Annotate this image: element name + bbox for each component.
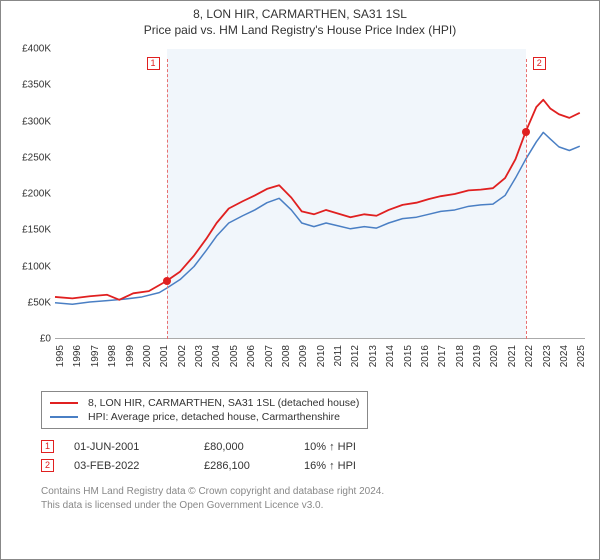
legend-row: HPI: Average price, detached house, Carm… bbox=[50, 410, 359, 424]
x-tick-label: 1998 bbox=[107, 345, 118, 367]
x-tick-label: 2023 bbox=[542, 345, 553, 367]
x-tick-label: 1997 bbox=[90, 345, 101, 367]
line-series-svg bbox=[9, 45, 589, 343]
x-tick-label: 2001 bbox=[159, 345, 170, 367]
sales-table: 1 01-JUN-2001 £80,000 10% ↑ HPI 2 03-FEB-2022… bbox=[41, 437, 591, 475]
x-tick-label: 2011 bbox=[333, 345, 344, 367]
chart-container: 8, LON HIR, CARMARTHEN, SA31 1SL Price p… bbox=[0, 0, 600, 560]
series-property bbox=[55, 100, 580, 300]
marker-vline bbox=[526, 59, 527, 339]
x-tick-label: 2010 bbox=[316, 345, 327, 367]
sales-diff: 10% ↑ HPI bbox=[304, 441, 394, 453]
sales-row: 1 01-JUN-2001 £80,000 10% ↑ HPI bbox=[41, 437, 591, 456]
sales-date: 03-FEB-2022 bbox=[74, 460, 184, 472]
sales-date: 01-JUN-2001 bbox=[74, 441, 184, 453]
sales-marker-box: 1 bbox=[41, 440, 54, 453]
x-tick-label: 2019 bbox=[472, 345, 483, 367]
x-tick-label: 2000 bbox=[142, 345, 153, 367]
marker-vline bbox=[167, 59, 168, 339]
x-tick-label: 2025 bbox=[576, 345, 587, 367]
chart-area: £0£50K£100K£150K£200K£250K£300K£350K£400… bbox=[9, 45, 591, 385]
legend: 8, LON HIR, CARMARTHEN, SA31 1SL (detach… bbox=[41, 391, 368, 429]
x-tick-label: 2007 bbox=[264, 345, 275, 367]
x-tick-label: 2006 bbox=[246, 345, 257, 367]
title-address: 8, LON HIR, CARMARTHEN, SA31 1SL bbox=[9, 7, 591, 21]
x-tick-label: 2017 bbox=[437, 345, 448, 367]
title-subtitle: Price paid vs. HM Land Registry's House … bbox=[9, 23, 591, 37]
series-hpi bbox=[55, 132, 580, 304]
footnote-line1: Contains HM Land Registry data © Crown c… bbox=[41, 485, 591, 499]
x-tick-label: 2005 bbox=[229, 345, 240, 367]
x-tick-label: 2014 bbox=[385, 345, 396, 367]
footnote: Contains HM Land Registry data © Crown c… bbox=[41, 485, 591, 512]
x-tick-label: 1995 bbox=[55, 345, 66, 367]
x-tick-label: 2013 bbox=[368, 345, 379, 367]
sales-diff: 16% ↑ HPI bbox=[304, 460, 394, 472]
marker-label-box: 1 bbox=[147, 57, 160, 70]
x-tick-label: 2004 bbox=[211, 345, 222, 367]
x-tick-label: 2009 bbox=[298, 345, 309, 367]
marker-dot bbox=[163, 277, 171, 285]
legend-text: 8, LON HIR, CARMARTHEN, SA31 1SL (detach… bbox=[88, 397, 359, 409]
sales-price: £80,000 bbox=[204, 441, 284, 453]
legend-swatch bbox=[50, 416, 78, 418]
x-tick-label: 2024 bbox=[559, 345, 570, 367]
x-tick-label: 2022 bbox=[524, 345, 535, 367]
x-tick-label: 2008 bbox=[281, 345, 292, 367]
x-tick-label: 2016 bbox=[420, 345, 431, 367]
x-tick-label: 1999 bbox=[125, 345, 136, 367]
legend-text: HPI: Average price, detached house, Carm… bbox=[88, 411, 340, 423]
x-tick-label: 1996 bbox=[72, 345, 83, 367]
x-tick-label: 2002 bbox=[177, 345, 188, 367]
x-tick-label: 2020 bbox=[489, 345, 500, 367]
x-tick-label: 2012 bbox=[350, 345, 361, 367]
sales-marker-box: 2 bbox=[41, 459, 54, 472]
x-tick-label: 2015 bbox=[403, 345, 414, 367]
marker-dot bbox=[522, 128, 530, 136]
footnote-line2: This data is licensed under the Open Gov… bbox=[41, 499, 591, 513]
legend-row: 8, LON HIR, CARMARTHEN, SA31 1SL (detach… bbox=[50, 396, 359, 410]
sales-row: 2 03-FEB-2022 £286,100 16% ↑ HPI bbox=[41, 456, 591, 475]
sales-price: £286,100 bbox=[204, 460, 284, 472]
x-tick-label: 2021 bbox=[507, 345, 518, 367]
title-block: 8, LON HIR, CARMARTHEN, SA31 1SL Price p… bbox=[9, 7, 591, 37]
marker-label-box: 2 bbox=[533, 57, 546, 70]
x-tick-label: 2018 bbox=[455, 345, 466, 367]
legend-swatch bbox=[50, 402, 78, 404]
x-tick-label: 2003 bbox=[194, 345, 205, 367]
